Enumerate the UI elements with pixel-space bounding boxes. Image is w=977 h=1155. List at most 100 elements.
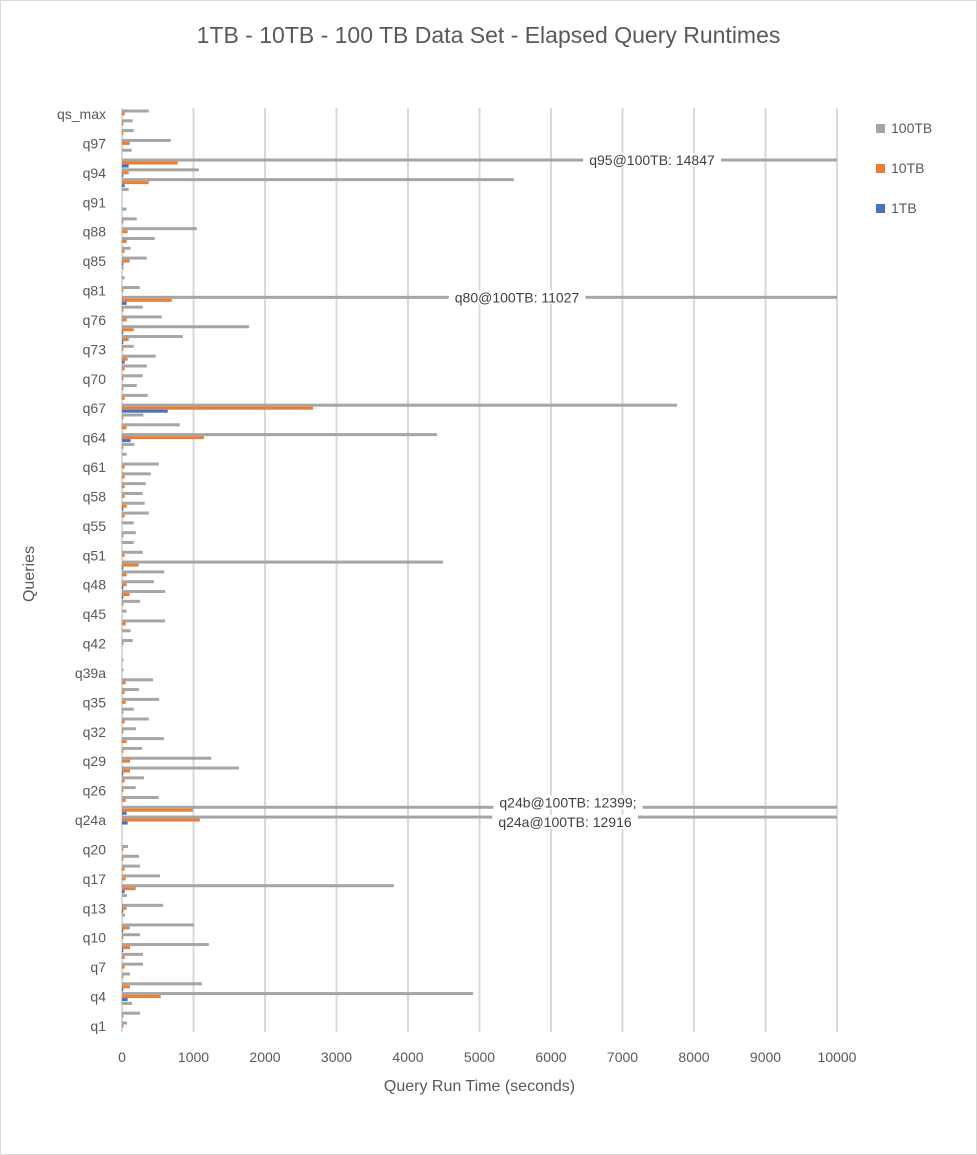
y-tick-label: q7 — [90, 959, 106, 975]
bar-1tb-q9 — [122, 949, 124, 953]
y-tick-label: q24a — [75, 812, 106, 828]
legend-item-1tb: 1TB — [876, 200, 917, 216]
chart-title: 1TB - 10TB - 100 TB Data Set - Elapsed Q… — [196, 22, 781, 48]
bar-100tb-q15 — [122, 894, 128, 898]
bar-10tb-q47 — [122, 593, 130, 597]
y-tick-label: q85 — [83, 253, 107, 269]
x-tick-label: 5000 — [464, 1049, 495, 1065]
x-axis-title: Query Run Time (seconds) — [383, 1078, 576, 1095]
y-tick-label: q26 — [83, 783, 107, 799]
bar-10tb-q4 — [122, 995, 161, 999]
bar-10tb-q64 — [122, 436, 204, 440]
bar-100tb-q26 — [122, 786, 136, 790]
bar-1tb-q48 — [122, 586, 124, 590]
legend-swatch-100tb — [876, 123, 885, 133]
bar-100tb-q10 — [122, 933, 141, 937]
bar-10tb-q16 — [122, 887, 136, 891]
x-tick-label: 2000 — [249, 1049, 280, 1065]
bar-1tb-q24b — [122, 811, 127, 815]
data-callout-background — [493, 795, 643, 810]
y-tick-label: q4 — [90, 989, 106, 1005]
y-tick-label: q35 — [83, 694, 107, 710]
bar-10tb-q94 — [122, 171, 129, 175]
bar-100tb-q46 — [122, 599, 141, 603]
data-callout-background — [448, 290, 586, 305]
bar-100tb-q76 — [122, 315, 162, 319]
data-callout-background — [583, 153, 721, 168]
y-tick-label: q70 — [83, 371, 107, 387]
bar-100tb-q53 — [122, 531, 136, 535]
bar-10tb-q25 — [122, 798, 126, 802]
bar-10tb-q24a — [122, 818, 200, 822]
x-tick-label: 7000 — [607, 1049, 638, 1065]
y-tick-label: q91 — [83, 194, 107, 210]
y-tick-label: q29 — [83, 753, 107, 769]
y-tick-label: q94 — [83, 165, 107, 181]
y-tick-label: q81 — [83, 283, 107, 299]
bar-10tb-q44 — [122, 622, 126, 626]
bar-100tb-q25 — [122, 795, 159, 799]
bar-1tb-q80 — [122, 301, 127, 305]
bar-100tb-q58 — [122, 491, 143, 495]
y-tick-label: q42 — [83, 636, 107, 652]
bar-10tb-q33 — [122, 720, 125, 724]
bar-100tb-q17 — [122, 874, 161, 878]
x-tick-label: 0 — [118, 1049, 126, 1065]
bar-100tb-q48 — [122, 580, 155, 584]
y-tick-label: q17 — [83, 871, 107, 887]
bar-10tb-q89 — [122, 220, 124, 224]
bar-10tb-q72 — [122, 357, 128, 361]
bar-10tb-q69 — [122, 387, 124, 391]
bar-100tb-q95 — [122, 158, 837, 162]
bar-100tb-q9 — [122, 943, 209, 947]
bar-100tb-q30 — [122, 746, 143, 750]
bar-100tb-q8 — [122, 952, 144, 956]
bar-100tb-q11 — [122, 923, 195, 927]
bar-10tb-q66 — [122, 416, 124, 420]
bar-100tb-q88 — [122, 227, 197, 231]
bar-10tb-q97 — [122, 141, 130, 145]
bar-10tb-q56 — [122, 514, 125, 518]
bar-100tb-q61 — [122, 462, 159, 466]
bar-1tb-q11 — [122, 929, 124, 933]
bar-100tb-q97 — [122, 138, 171, 142]
bar-10tb-q5 — [122, 985, 131, 989]
y-tick-label: q76 — [83, 312, 107, 328]
bar-100tb-q28 — [122, 766, 239, 770]
bar-100tb-q16 — [122, 884, 394, 888]
bar-100tb-q73 — [122, 344, 134, 348]
bar-100tb-q5 — [122, 982, 202, 986]
bar-100tb-q59 — [122, 482, 146, 486]
bar-100tb-q93 — [122, 178, 514, 182]
data-callout-q24a: q24a@100TB: 12916 — [498, 814, 632, 830]
bar-1tb-q5 — [122, 988, 124, 992]
data-callout-q24b: q24b@100TB: 12399; — [499, 794, 636, 810]
bar-10tb-q76 — [122, 318, 127, 322]
bar-10tb-q93 — [122, 181, 149, 185]
bar-10tb-q36 — [122, 691, 125, 695]
bar-100tb-q13 — [122, 903, 164, 907]
bar-1tb-q74 — [122, 341, 124, 345]
bar-100tb-q55 — [122, 521, 134, 525]
bar-1tb-q47 — [122, 596, 124, 600]
bar-100tb-q81 — [122, 286, 140, 290]
x-tick-label: 1000 — [178, 1049, 209, 1065]
bar-10tb-q99 — [122, 122, 124, 126]
bar-100tb-q29 — [122, 756, 212, 760]
y-tick-label: q58 — [83, 488, 107, 504]
bar-10tb-q87 — [122, 239, 127, 243]
y-tick-label: q20 — [83, 841, 107, 857]
bar-10tb-q34 — [122, 710, 124, 714]
bar-100tb-q45 — [122, 609, 127, 613]
bar-10tb-q53 — [122, 534, 124, 538]
data-callout-background — [492, 815, 638, 830]
bar-100tb-q19 — [122, 854, 140, 858]
bar-10tb-q37 — [122, 681, 126, 685]
x-tick-label: 9000 — [750, 1049, 781, 1065]
bar-10tb-q13 — [122, 906, 127, 910]
bar-10tb-q6 — [122, 975, 124, 979]
y-tick-label: q73 — [83, 341, 107, 357]
bar-10tb-q10 — [122, 936, 124, 940]
bar-100tb-q86 — [122, 246, 131, 250]
bar-1tb-q50 — [122, 566, 124, 570]
